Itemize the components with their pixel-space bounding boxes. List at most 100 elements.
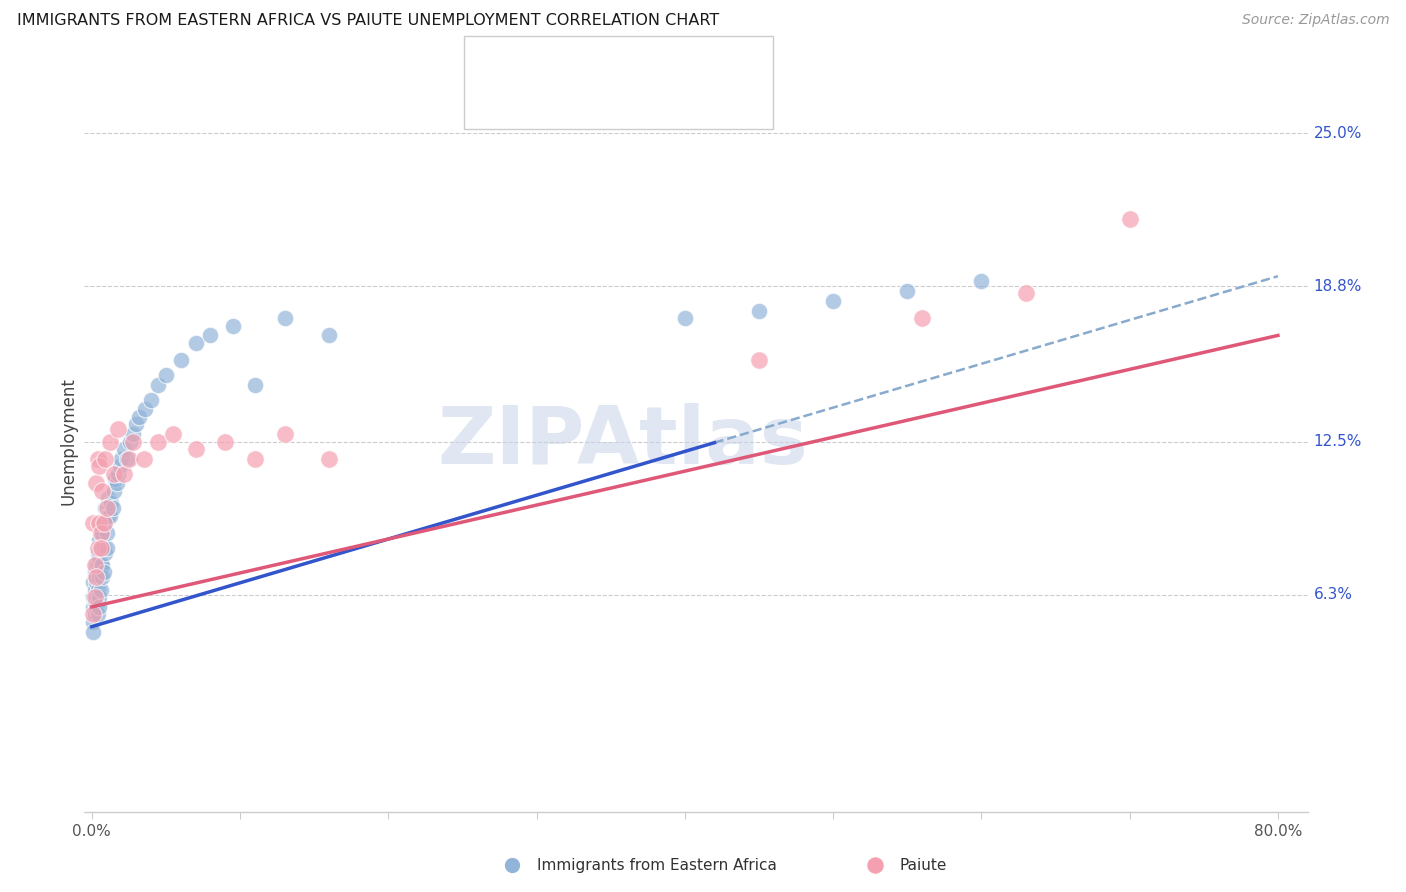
Point [501,858,523,872]
Point [112,467,135,481]
Point [823,293,845,308]
Point [101,501,124,516]
Point [86,558,108,572]
Point [122,427,145,442]
Point [91,558,114,572]
Point [970,274,993,288]
Point [100,496,122,510]
Point [89,550,111,565]
Point [84,590,107,604]
Point [94,451,117,466]
Point [90,525,112,540]
Point [107,467,129,481]
Point [91,483,114,498]
Point [89,533,111,548]
Point [318,451,340,466]
Point [105,476,128,491]
Point [120,434,142,449]
Point [86,595,108,609]
Point [1118,212,1140,227]
Point [112,442,135,456]
Point [84,558,107,572]
Point [128,409,150,424]
Point [91,541,114,555]
Point [86,566,108,580]
Point [82,599,104,614]
Point [83,595,105,609]
Point [83,607,105,622]
Point [110,451,132,466]
Point [93,516,115,530]
Point [97,491,120,506]
Point [122,434,145,449]
Point [91,570,114,584]
Text: Paiute: Paiute [900,858,948,872]
Point [89,570,111,584]
Point [84,599,107,614]
Point [89,599,111,614]
Point [132,451,155,466]
Text: R = 0.675    N = 34: R = 0.675 N = 34 [512,85,688,103]
Point [221,318,243,333]
Point [118,451,141,466]
Point [86,546,108,560]
Point [273,427,295,442]
Point [673,311,696,326]
Point [83,558,105,572]
Point [98,434,121,449]
Point [748,303,770,318]
Point [96,508,118,523]
Point [84,570,107,584]
Point [89,516,111,530]
Point [896,284,918,298]
Point [155,368,177,382]
Point [318,328,340,343]
Point [90,582,112,597]
Text: Source: ZipAtlas.com: Source: ZipAtlas.com [1241,13,1389,28]
Point [108,459,131,474]
Y-axis label: Unemployment: Unemployment [59,377,77,506]
Point [98,508,121,523]
Point [1015,286,1038,301]
Point [82,615,104,629]
Point [748,353,770,368]
Point [82,516,104,530]
Point [86,582,108,597]
Point [83,582,105,597]
Point [148,434,170,449]
Point [84,570,107,584]
Point [86,541,108,555]
Text: Immigrants from Eastern Africa: Immigrants from Eastern Africa [537,858,778,872]
Point [863,858,886,872]
Point [93,566,115,580]
Point [170,353,193,368]
Point [83,566,105,580]
Point [94,546,117,560]
Point [214,434,236,449]
Point [134,402,156,417]
Point [162,427,184,442]
Point [200,328,222,343]
Point [89,459,111,474]
Point [90,558,112,572]
Point [117,451,139,466]
Point [93,516,115,530]
Point [82,575,104,590]
Point [86,607,108,622]
Point [184,335,207,350]
Point [96,525,118,540]
Point [148,377,170,392]
Point [139,392,162,407]
Point [911,311,934,326]
Point [82,590,104,604]
Text: IMMIGRANTS FROM EASTERN AFRICA VS PAIUTE UNEMPLOYMENT CORRELATION CHART: IMMIGRANTS FROM EASTERN AFRICA VS PAIUTE… [17,13,718,29]
Point [184,442,207,456]
Point [90,521,112,535]
Text: 18.8%: 18.8% [1313,278,1362,293]
Point [84,476,107,491]
Point [82,624,104,639]
Point [103,467,125,481]
Text: 12.5%: 12.5% [1313,434,1362,449]
Point [91,525,114,540]
Point [93,541,115,555]
